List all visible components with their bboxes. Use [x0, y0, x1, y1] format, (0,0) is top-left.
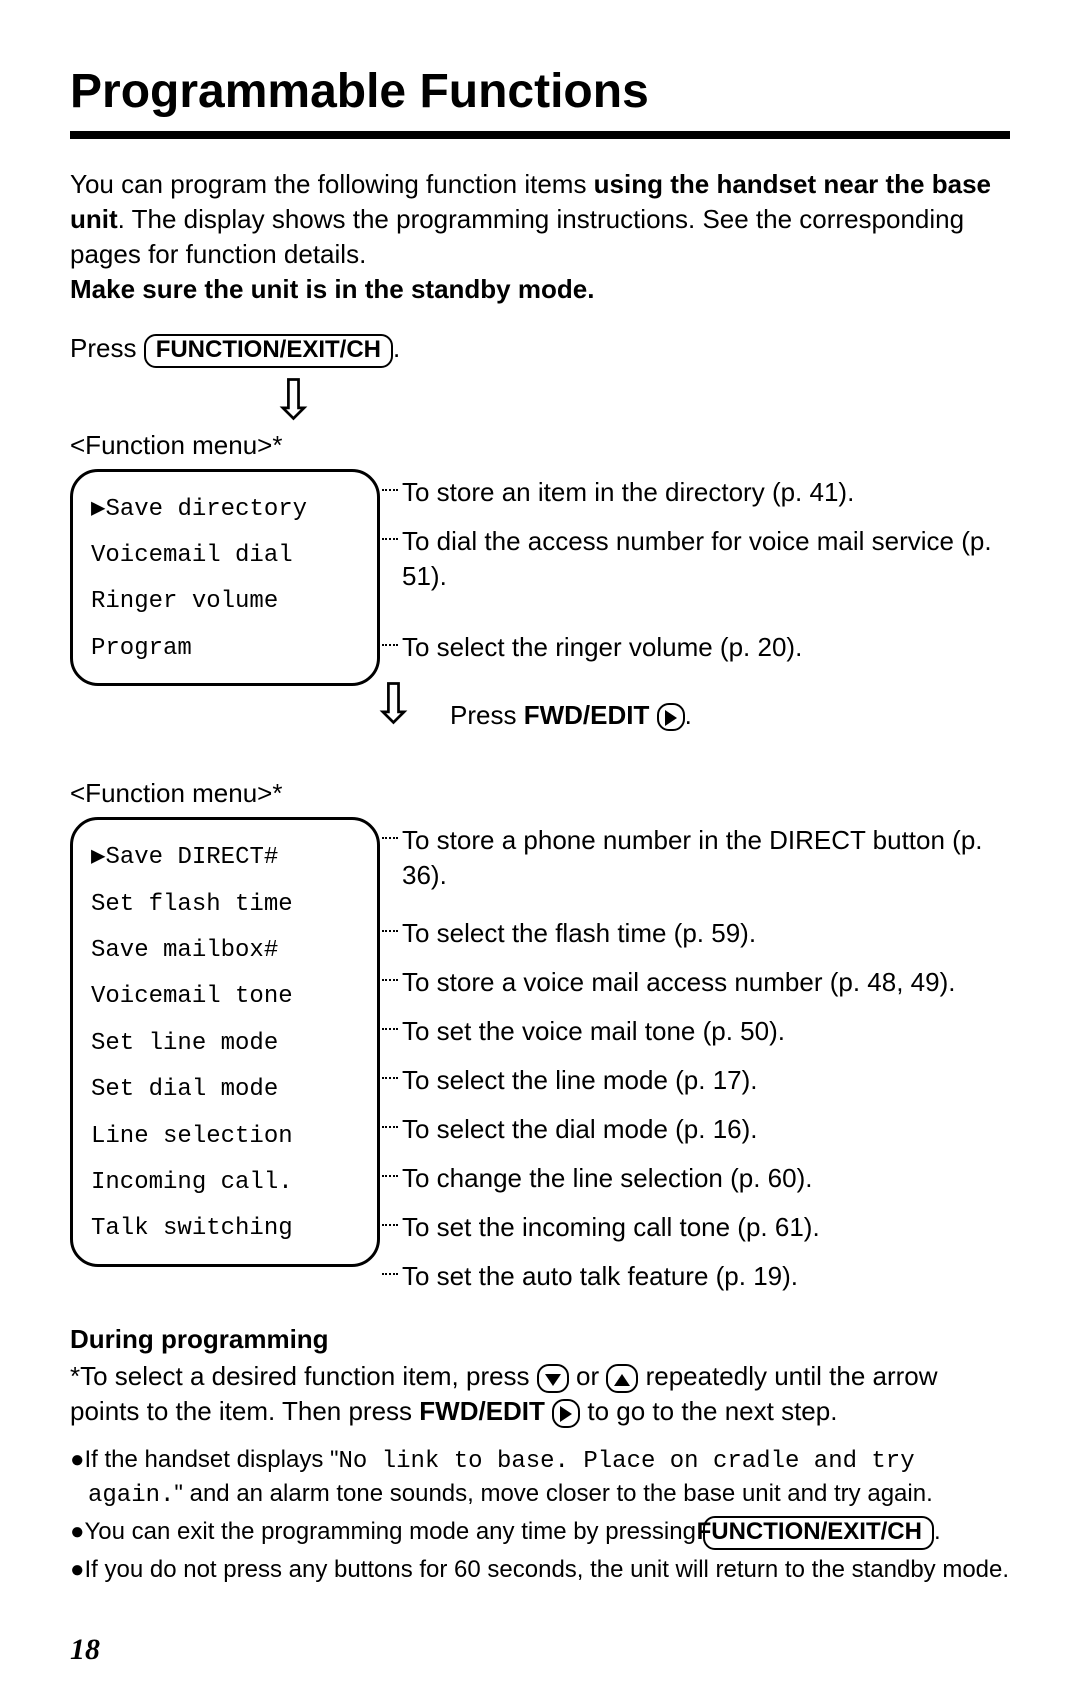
down-arrow-icon: ⇩: [370, 676, 417, 732]
key-fwd-edit-label: FWD/EDIT: [524, 700, 650, 730]
menu-item: Program: [91, 629, 367, 665]
menu-desc: To select the dial mode (p. 16).: [402, 1106, 1010, 1155]
menu-item: Voicemail dial: [91, 536, 367, 582]
page-title: Programmable Functions: [70, 60, 1010, 125]
menu-item: Set line mode: [91, 1024, 367, 1070]
menu-item: Set flash time: [91, 885, 367, 931]
menu-item: Ringer volume: [91, 582, 367, 628]
menu1-area: ▶Save directory Voicemail dial Ringer vo…: [70, 469, 1010, 687]
footer-text: or: [569, 1361, 607, 1391]
footer-block: During programming *To select a desired …: [70, 1322, 1010, 1586]
intro-text: . The display shows the programming inst…: [70, 204, 964, 269]
press-instruction-2: Press FWD/EDIT .: [450, 698, 692, 733]
menu-desc: To change the line selection (p. 60).: [402, 1155, 1010, 1204]
menu-desc: To set the auto talk feature (p. 19).: [402, 1253, 1010, 1302]
menu-item: Set dial mode: [91, 1070, 367, 1116]
press-prefix: Press: [450, 700, 524, 730]
menu-desc: To select the ringer volume (p. 20).: [402, 624, 1010, 673]
press-instruction-1: Press FUNCTION/EXIT/CH.: [70, 331, 1010, 367]
menu1-descriptions: To store an item in the directory (p. 41…: [380, 469, 1010, 673]
function-menu-label: <Function menu>*: [70, 428, 1010, 463]
menu-item: Save mailbox#: [91, 931, 367, 977]
menu-desc: To store an item in the directory (p. 41…: [402, 469, 1010, 518]
menu-item: Talk switching: [91, 1209, 367, 1245]
function-menu-label: <Function menu>*: [70, 776, 1010, 811]
key-function-exit-ch: FUNCTION/EXIT/CH: [703, 1516, 934, 1549]
footer-asterisk-note: *To select a desired function item, pres…: [70, 1359, 1010, 1429]
bullet-item: ●You can exit the programming mode any t…: [70, 1516, 1010, 1549]
menu-desc: To dial the access number for voice mail…: [402, 518, 1010, 602]
menu-item: Voicemail tone: [91, 977, 367, 1023]
footer-heading: During programming: [70, 1322, 1010, 1357]
bullet-text: If you do not press any buttons for 60 s…: [85, 1556, 1010, 1583]
bullet-text: You can exit the programming mode any ti…: [85, 1518, 703, 1545]
menu-desc: To set the voice mail tone (p. 50).: [402, 1008, 1010, 1057]
title-rule: [70, 131, 1010, 139]
footer-text: to go to the next step.: [580, 1396, 837, 1426]
footer-bullets: ●If the handset displays "No link to bas…: [70, 1444, 1010, 1587]
menu-item: ▶Save directory: [91, 490, 367, 536]
key-fwd-edit-icon: [657, 703, 685, 731]
menu-desc: To set the incoming call tone (p. 61).: [402, 1204, 1010, 1253]
menu-desc: To store a voice mail access number (p. …: [402, 959, 1010, 1008]
press-prefix: Press: [70, 333, 144, 363]
menu-item: Incoming call.: [91, 1163, 367, 1209]
key-fwd-edit-icon: [552, 1399, 580, 1427]
bullet-item: ●If the handset displays "No link to bas…: [70, 1444, 1010, 1513]
key-up-icon: [606, 1364, 638, 1392]
menu2-area: ▶Save DIRECT# Set flash time Save mailbo…: [70, 817, 1010, 1302]
menu-item: ▶Save DIRECT#: [91, 838, 367, 884]
mid-arrow-block: ⇩ Press FWD/EDIT .: [70, 686, 1010, 776]
intro-paragraph: You can program the following function i…: [70, 167, 1010, 307]
menu2-box: ▶Save DIRECT# Set flash time Save mailbo…: [70, 817, 380, 1267]
footer-text: *To select a desired function item, pres…: [70, 1361, 537, 1391]
bullet-text: " and an alarm tone sounds, move closer …: [174, 1480, 932, 1507]
page-number: 18: [70, 1630, 100, 1671]
bullet-text: If the handset displays ": [85, 1446, 339, 1473]
key-fwd-edit-label: FWD/EDIT: [419, 1396, 545, 1426]
key-down-icon: [537, 1364, 569, 1392]
menu-desc: To store a phone number in the DIRECT bu…: [402, 817, 1010, 901]
menu2-descriptions: To store a phone number in the DIRECT bu…: [380, 817, 1010, 1302]
down-arrow-icon: ⇩: [270, 368, 1010, 428]
key-function-exit-ch: FUNCTION/EXIT/CH: [144, 334, 393, 367]
bullet-item: ●If you do not press any buttons for 60 …: [70, 1554, 1010, 1586]
intro-standby-note: Make sure the unit is in the standby mod…: [70, 272, 1010, 307]
menu-item: Line selection: [91, 1117, 367, 1163]
menu1-box: ▶Save directory Voicemail dial Ringer vo…: [70, 469, 380, 687]
menu-desc: To select the line mode (p. 17).: [402, 1057, 1010, 1106]
intro-text: You can program the following function i…: [70, 169, 594, 199]
menu-desc: To select the flash time (p. 59).: [402, 910, 1010, 959]
